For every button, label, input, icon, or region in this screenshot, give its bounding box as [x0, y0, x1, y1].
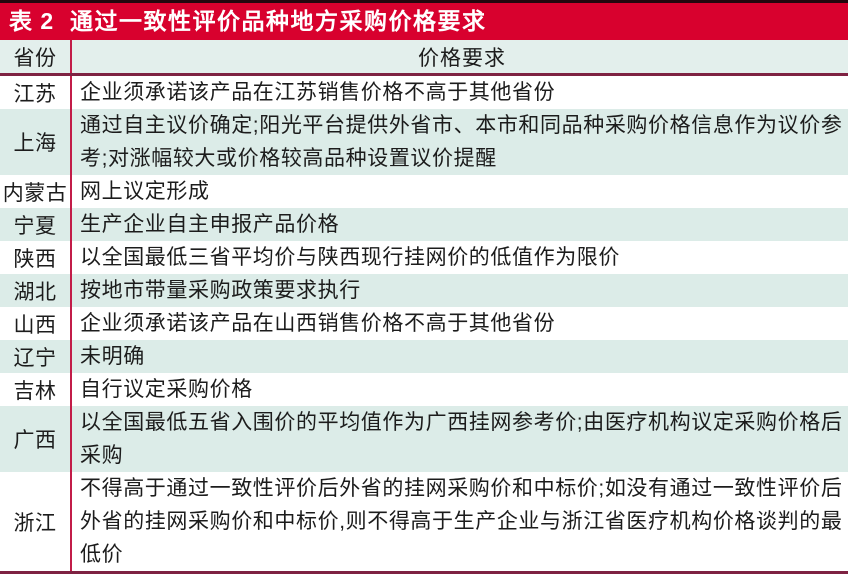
table-row: 湖北 按地市带量采购政策要求执行	[0, 274, 848, 307]
requirement-cell: 未明确	[80, 345, 145, 368]
requirement-cell: 生产企业自主申报产品价格	[80, 213, 340, 236]
province-cell: 陕西	[0, 241, 72, 274]
table-row: 宁夏 生产企业自主申报产品价格	[0, 208, 848, 241]
province-cell: 上海	[0, 109, 72, 175]
column-header-province: 省份	[0, 40, 72, 73]
requirement-cell: 企业须承诺该产品在江苏销售价格不高于其他省份	[80, 81, 556, 104]
table-number-label: 表 2	[9, 8, 55, 34]
requirement-cell: 不得高于通过一致性评价后外省的挂网采购价和中标价;如没有通过一致性评价后外省的挂…	[80, 477, 843, 566]
requirement-cell: 以全国最低三省平均价与陕西现行挂网价的低值作为限价	[80, 246, 620, 269]
requirement-cell: 自行议定采购价格	[80, 378, 253, 401]
province-cell: 江苏	[0, 76, 72, 109]
province-cell: 辽宁	[0, 340, 72, 373]
table-row: 广西 以全国最低五省入围价的平均值作为广西挂网参考价;由医疗机构议定采购价格后采…	[0, 406, 848, 472]
table-body: 江苏 企业须承诺该产品在江苏销售价格不高于其他省份 上海 通过自主议价确定;阳光…	[0, 76, 848, 571]
province-cell: 宁夏	[0, 208, 72, 241]
table-bottom-rule	[0, 571, 848, 574]
table-row: 江苏 企业须承诺该产品在江苏销售价格不高于其他省份	[0, 76, 848, 109]
province-cell: 山西	[0, 307, 72, 340]
table-header-row: 省份 价格要求	[0, 40, 848, 76]
province-cell: 湖北	[0, 274, 72, 307]
table-row: 上海 通过自主议价确定;阳光平台提供外省市、本市和同品种采购价格信息作为议价参考…	[0, 109, 848, 175]
table-title-bar: 表 2 通过一致性评价品种地方采购价格要求	[0, 3, 848, 40]
province-cell: 内蒙古	[0, 175, 72, 208]
table-row: 内蒙古 网上议定形成	[0, 175, 848, 208]
province-cell: 浙江	[0, 472, 72, 571]
table-row: 陕西 以全国最低三省平均价与陕西现行挂网价的低值作为限价	[0, 241, 848, 274]
column-header-price-requirement: 价格要求	[418, 46, 506, 70]
requirement-cell: 网上议定形成	[80, 180, 210, 203]
requirement-cell: 通过自主议价确定;阳光平台提供外省市、本市和同品种采购价格信息作为议价参考;对涨…	[80, 114, 843, 170]
table-row: 吉林 自行议定采购价格	[0, 373, 848, 406]
table-row: 辽宁 未明确	[0, 340, 848, 373]
requirement-cell: 以全国最低五省入围价的平均值作为广西挂网参考价;由医疗机构议定采购价格后采购	[80, 411, 843, 467]
table-row: 浙江 不得高于通过一致性评价后外省的挂网采购价和中标价;如没有通过一致性评价后外…	[0, 472, 848, 571]
requirement-cell: 按地市带量采购政策要求执行	[80, 279, 361, 302]
province-cell: 广西	[0, 406, 72, 472]
table-title: 通过一致性评价品种地方采购价格要求	[70, 8, 487, 34]
requirement-cell: 企业须承诺该产品在山西销售价格不高于其他省份	[80, 312, 556, 335]
province-cell: 吉林	[0, 373, 72, 406]
table-row: 山西 企业须承诺该产品在山西销售价格不高于其他省份	[0, 307, 848, 340]
